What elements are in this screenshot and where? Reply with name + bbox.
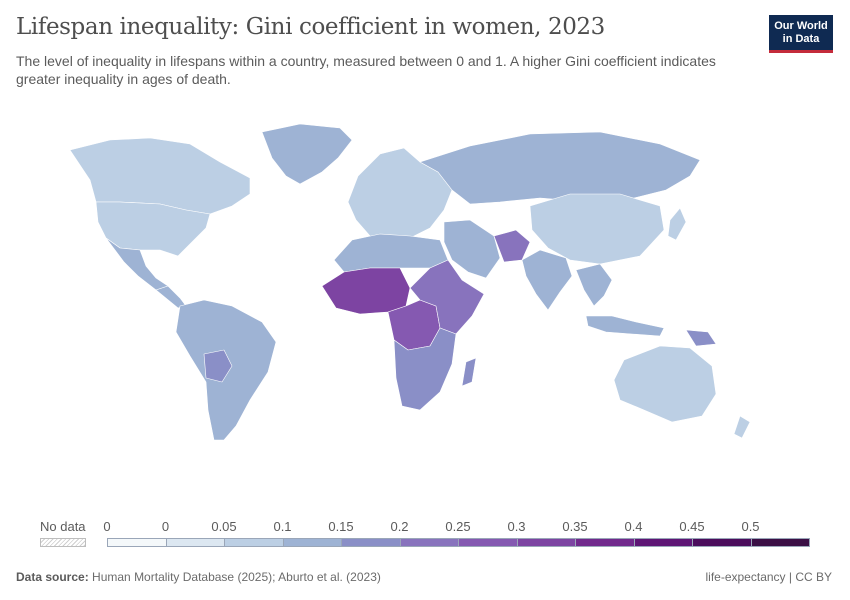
region-bolivia[interactable] xyxy=(203,349,233,383)
legend-tick-label: 0 xyxy=(103,519,111,534)
region-southeast-asia[interactable] xyxy=(575,263,613,307)
owid-logo[interactable]: Our World in Data xyxy=(769,15,833,53)
region-indonesia[interactable] xyxy=(585,315,665,337)
legend-tick-label: 0.2 xyxy=(390,519,409,534)
data-source: Data source: Human Mortality Database (2… xyxy=(16,570,381,584)
legend-tick-label: 0.4 xyxy=(624,519,643,534)
license-text[interactable]: life-expectancy | CC BY xyxy=(705,570,833,584)
region-japan[interactable] xyxy=(667,207,687,241)
region-europe[interactable] xyxy=(347,147,453,243)
no-data-label: No data xyxy=(40,519,86,534)
legend-bin[interactable] xyxy=(282,538,342,547)
region-russia[interactable] xyxy=(419,131,701,205)
legend-bin[interactable] xyxy=(575,538,635,547)
legend-tick-label: 0.3 xyxy=(507,519,526,534)
map-legend: No data 0 0 0.05 0.1 0.15 0.2 0.25 0.3 0.35 0.4 0.… xyxy=(0,515,850,555)
region-afghanistan[interactable] xyxy=(493,229,531,263)
legend-bin[interactable] xyxy=(399,538,459,547)
region-india[interactable] xyxy=(521,249,573,311)
legend-bin[interactable] xyxy=(633,538,693,547)
data-source-text[interactable]: Human Mortality Database (2025); Aburto … xyxy=(92,570,381,584)
chart-subtitle: The level of inequality in lifespans wit… xyxy=(16,53,716,87)
legend-tick-label: 0.05 xyxy=(211,519,237,534)
region-east-africa[interactable] xyxy=(409,259,485,335)
legend-tick-label: 0.25 xyxy=(445,519,471,534)
legend-bin[interactable] xyxy=(516,538,576,547)
chart-title: Lifespan inequality: Gini coefficient in… xyxy=(16,14,605,40)
legend-bin[interactable] xyxy=(750,538,810,547)
logo-line-2: in Data xyxy=(782,33,820,45)
region-papua-new-guinea[interactable] xyxy=(685,329,717,347)
region-australia[interactable] xyxy=(613,345,717,423)
legend-bin[interactable] xyxy=(341,538,401,547)
legend-tick-label: 0 xyxy=(161,519,170,534)
world-map xyxy=(69,123,751,441)
region-greenland[interactable] xyxy=(261,123,353,185)
data-source-label: Data source: xyxy=(16,570,89,584)
region-west-africa[interactable] xyxy=(321,267,411,315)
region-north-africa[interactable] xyxy=(333,233,449,273)
no-data-swatch xyxy=(40,538,86,547)
region-mexico[interactable] xyxy=(105,237,169,291)
region-new-zealand[interactable] xyxy=(733,415,751,439)
logo-line-1: Our World xyxy=(774,20,828,32)
legend-bin[interactable] xyxy=(458,538,518,547)
legend-bin[interactable] xyxy=(224,538,284,547)
legend-tick-label: 0.5 xyxy=(741,519,760,534)
region-southern-africa[interactable] xyxy=(393,327,457,411)
region-madagascar[interactable] xyxy=(461,357,477,387)
region-middle-east[interactable] xyxy=(443,219,501,279)
legend-bin[interactable] xyxy=(107,538,167,547)
legend-tick-label: 0.45 xyxy=(679,519,705,534)
legend-tick-label: 0.35 xyxy=(562,519,588,534)
legend-bin[interactable] xyxy=(692,538,752,547)
region-china[interactable] xyxy=(529,193,665,265)
legend-tick-label: 0.15 xyxy=(328,519,354,534)
region-central-america[interactable] xyxy=(155,285,187,309)
legend-tick-label: 0.1 xyxy=(273,519,292,534)
legend-bin[interactable] xyxy=(165,538,225,547)
